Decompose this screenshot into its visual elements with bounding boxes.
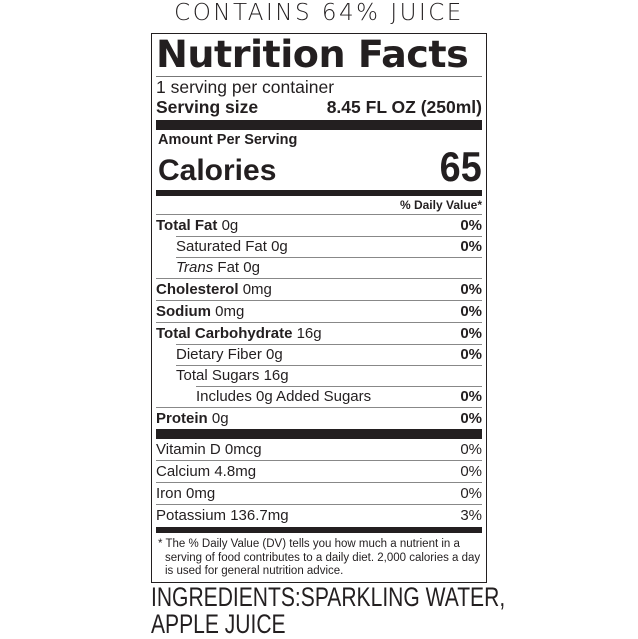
nutrient-daily-value: 0% (460, 238, 482, 255)
nutrient-label: Includes 0g Added Sugars (196, 386, 371, 407)
nutrient-name: Saturated Fat (176, 238, 267, 255)
nutrient-row: Dietary Fiber 0g 0% (156, 344, 482, 365)
nutrient-daily-value: 0% (460, 410, 482, 427)
nutrient-label: Cholesterol 0mg (156, 279, 272, 300)
nutrient-label: Total Fat 0g (156, 215, 238, 236)
nutrient-row: Cholesterol 0mg 0% (156, 278, 482, 300)
vitamin-row: Calcium 4.8mg 0% (156, 460, 482, 482)
nutrient-name: Trans (176, 259, 214, 276)
calories-value: 65 (439, 143, 482, 190)
nutrient-list: Total Fat 0g 0% Saturated Fat 0g 0% Trans Fa… (156, 214, 482, 429)
nutrient-label: Saturated Fat 0g (176, 236, 288, 257)
nutrient-name: Dietary Fiber (176, 346, 262, 363)
vitamin-daily-value: 0% (460, 485, 482, 502)
vitamin-daily-value: 0% (460, 441, 482, 458)
nutrient-name: Total Sugars (176, 367, 260, 384)
nutrition-facts-label: Nutrition Facts 1 serving per container … (151, 33, 487, 583)
vitamin-row: Potassium 136.7mg 3% (156, 504, 482, 527)
nutrient-amount: 0g (221, 217, 239, 234)
nutrient-label: Sodium 0mg (156, 301, 244, 322)
vitamin-daily-value: 3% (460, 507, 482, 524)
vitamin-label: Vitamin D 0mcg (156, 441, 262, 458)
nutrient-daily-value: 0% (460, 303, 482, 320)
serving-size: Serving size 8.45 FL OZ (250ml) (156, 97, 482, 120)
thick-divider (156, 190, 482, 196)
vitamin-label: Iron 0mg (156, 485, 216, 502)
nutrient-label: Total Sugars 16g (176, 365, 289, 386)
nutrient-label: Total Carbohydrate 16g (156, 323, 322, 344)
nutrient-name-suffix: Fat (217, 259, 240, 276)
nutrient-amount: 0g (243, 259, 260, 276)
thick-divider (156, 120, 482, 130)
nutrient-row: Protein 0g 0% (156, 407, 482, 429)
nutrient-row: Total Carbohydrate 16g 0% (156, 322, 482, 344)
nutrient-daily-value: 0% (460, 388, 482, 405)
nutrient-row: Total Sugars 16g (156, 365, 482, 386)
nutrient-daily-value: 0% (460, 217, 482, 234)
nutrient-amount: 0g (266, 346, 283, 363)
divider (156, 76, 482, 77)
vitamin-row: Iron 0mg 0% (156, 482, 482, 504)
nutrient-amount: 0g (211, 410, 229, 427)
thick-divider (156, 527, 482, 533)
label-title: Nutrition Facts (156, 33, 469, 76)
vitamin-list: Vitamin D 0mcg 0% Calcium 4.8mg 0% Iron 0mg 0… (156, 439, 482, 527)
nutrient-name: Sodium (156, 303, 211, 320)
calories-row: Calories 65 (156, 143, 482, 190)
vitamin-label: Potassium 136.7mg (156, 507, 289, 524)
vitamin-row: Vitamin D 0mcg 0% (156, 439, 482, 460)
nutrient-row: Total Fat 0g 0% (156, 214, 482, 236)
calories-label: Calories (158, 154, 277, 187)
nutrient-amount: 16g (263, 367, 289, 384)
nutrient-name: Total Fat (156, 217, 218, 234)
nutrient-label: Trans Fat 0g (176, 257, 260, 278)
ingredients: INGREDIENTS:SPARKLING WATER, APPLE JUICE (151, 584, 510, 638)
ingredients-line: APPLE JUICE (151, 609, 286, 639)
nutrient-label: Dietary Fiber 0g (176, 344, 283, 365)
nutrient-daily-value: 0% (460, 325, 482, 342)
nutrient-name: Includes 0g Added Sugars (196, 388, 372, 405)
serving-size-value: 8.45 FL OZ (250ml) (326, 97, 482, 117)
nutrient-daily-value: 0% (460, 346, 482, 363)
nutrient-row: Trans Fat 0g (156, 257, 482, 278)
ingredients-line: INGREDIENTS:SPARKLING WATER, (151, 582, 506, 612)
nutrient-row: Includes 0g Added Sugars 0% (156, 386, 482, 407)
servings-per-container: 1 serving per container (156, 77, 335, 97)
nutrient-row: Sodium 0mg 0% (156, 300, 482, 322)
nutrient-amount: 0mg (215, 303, 245, 320)
nutrient-row: Saturated Fat 0g 0% (156, 236, 482, 257)
nutrient-amount: 0g (271, 238, 288, 255)
nutrient-amount: 16g (296, 325, 322, 342)
serving-size-label: Serving size (156, 97, 259, 117)
daily-value-header: % Daily Value* (399, 198, 482, 212)
amount-per-serving: Amount Per Serving (158, 132, 298, 148)
nutrient-name: Protein (156, 410, 208, 427)
nutrient-name: Cholesterol (156, 281, 239, 298)
thick-divider (156, 429, 482, 439)
vitamin-label: Calcium 4.8mg (156, 463, 257, 480)
nutrient-name: Total Carbohydrate (156, 325, 293, 342)
nutrient-daily-value: 0% (460, 281, 482, 298)
footnote: * The % Daily Value (DV) tells you how m… (158, 538, 481, 577)
vitamin-daily-value: 0% (460, 463, 482, 480)
juice-content-banner: CONTAINS 64% JUICE (174, 0, 464, 26)
nutrient-amount: 0mg (242, 281, 272, 298)
nutrient-label: Protein 0g (156, 408, 229, 429)
